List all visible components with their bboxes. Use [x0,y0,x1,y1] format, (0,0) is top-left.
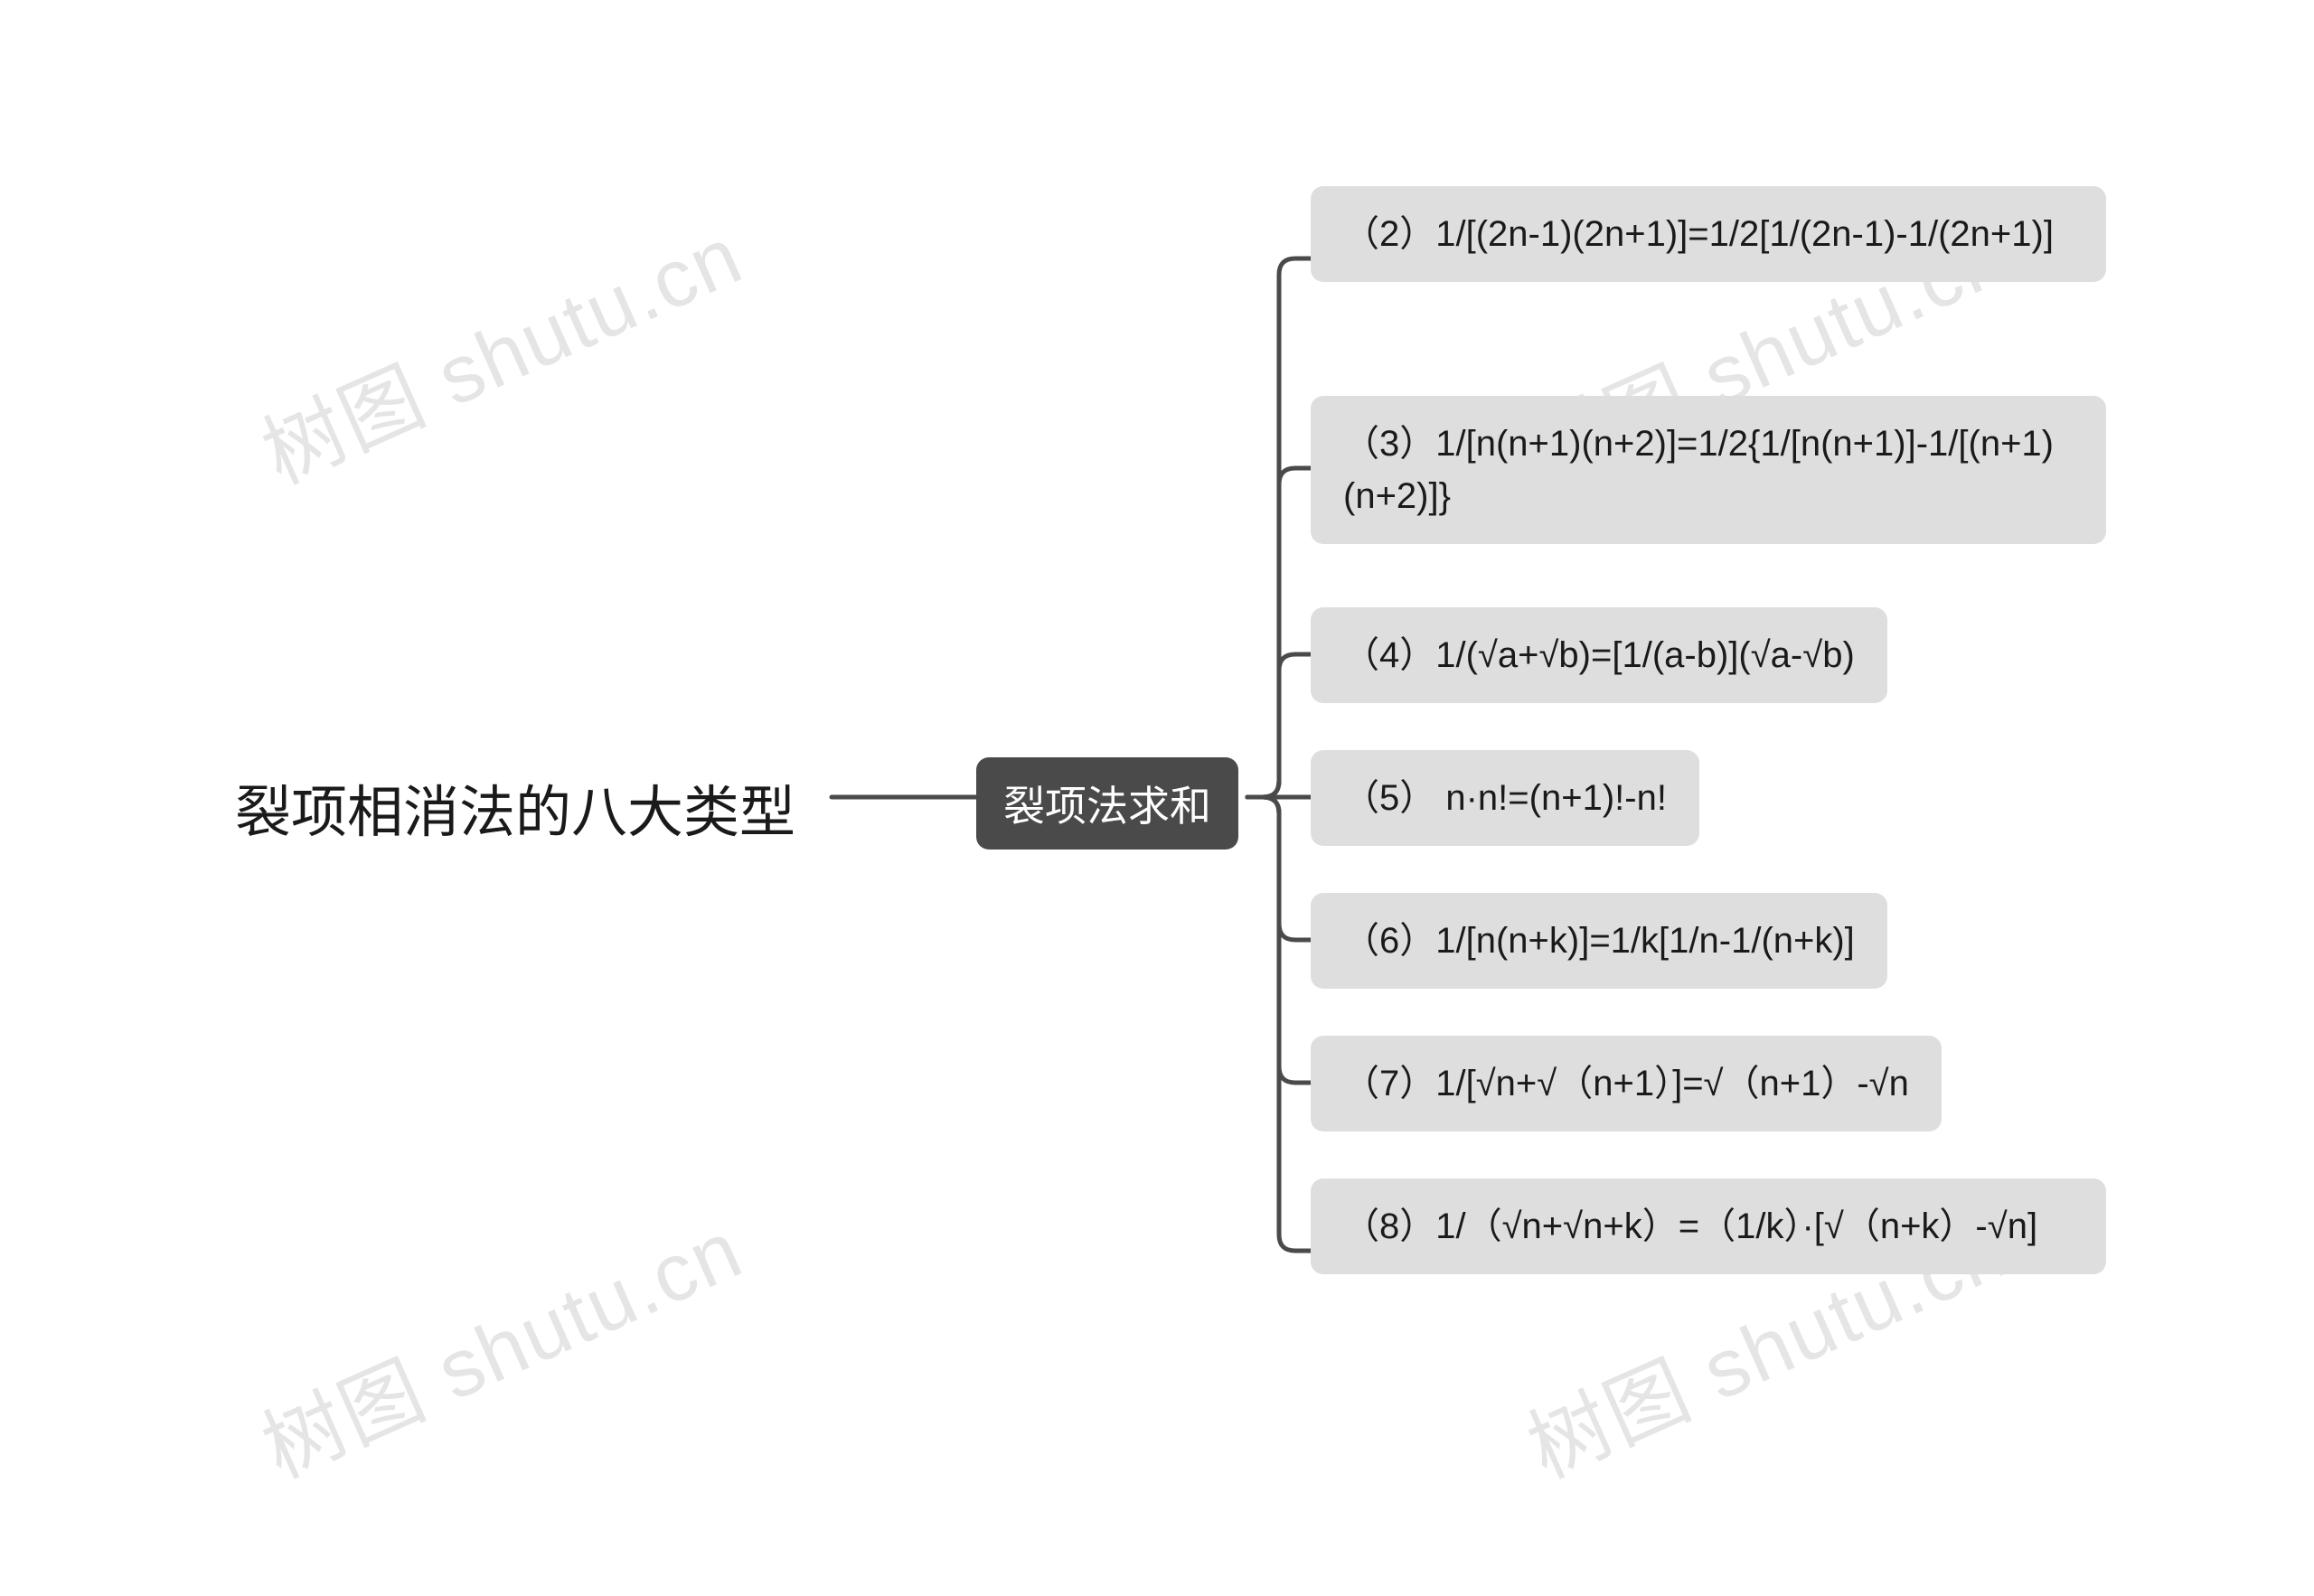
watermark-3: 树图 shutu.cn [241,1185,757,1500]
leaf-node-4[interactable]: （4）1/(√a+√b)=[1/(a-b)](√a-√b) [1311,607,1887,703]
mindmap-canvas: 树图 shutu.cn 树图 shutu.cn 树图 shutu.cn 树图 s… [0,0,2314,1596]
leaf-node-2[interactable]: （2）1/[(2n-1)(2n+1)]=1/2[1/(2n-1)-1/(2n+1… [1311,186,2106,282]
root-node[interactable]: 裂项相消法的八大类型 [235,766,795,848]
leaf-node-6[interactable]: （6）1/[n(n+k)]=1/k[1/n-1/(n+k)] [1311,893,1887,989]
leaf-node-3[interactable]: （3）1/[n(n+1)(n+2)]=1/2{1/[n(n+1)]-1/[(n+… [1311,396,2106,544]
leaf-node-7[interactable]: （7）1/[√n+√（n+1）]=√（n+1）-√n [1311,1036,1942,1131]
level2-node[interactable]: 裂项法求和 [976,757,1238,850]
leaf-node-8[interactable]: （8）1/（√n+√n+k）=（1/k）·[√（n+k）-√n] [1311,1178,2106,1274]
leaf-node-5[interactable]: （5） n·n!=(n+1)!-n! [1311,750,1699,846]
watermark-1: 树图 shutu.cn [241,191,757,506]
